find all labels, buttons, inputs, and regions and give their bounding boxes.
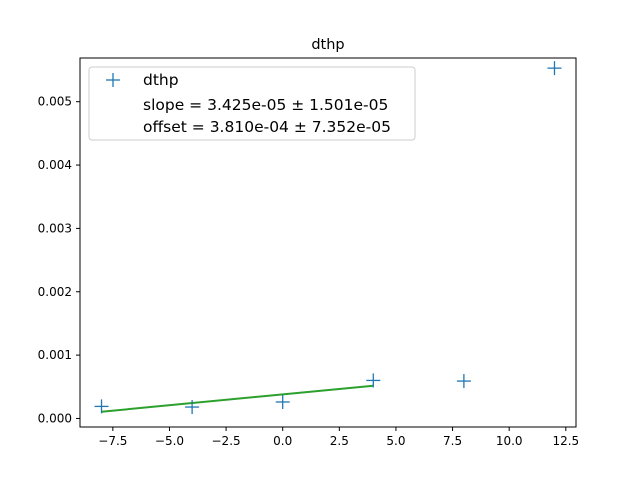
data-point xyxy=(456,374,471,389)
x-tick-label: 2.5 xyxy=(330,434,349,448)
plot-area: −7.5 −5.0 −2.5 0.0 2.5 5.0 7.5 10.0 12.5 0.000 0.0… xyxy=(38,57,579,448)
x-tick-label: 5.0 xyxy=(386,434,405,448)
y-tick-label: 0.002 xyxy=(38,285,72,299)
axes-frame xyxy=(79,57,577,428)
legend-box xyxy=(88,66,416,141)
y-tick-label: 0.004 xyxy=(38,158,72,172)
x-tick-label: −2.5 xyxy=(212,434,241,448)
data-point xyxy=(275,394,290,409)
x-tick-label: −7.5 xyxy=(98,434,127,448)
legend-marker-plus xyxy=(106,73,120,87)
legend-label-offset: offset = 3.810e-04 ± 7.352e-05 xyxy=(143,118,391,136)
x-tick-label: 0.0 xyxy=(273,434,292,448)
y-tick-label: 0.003 xyxy=(38,221,72,235)
data-point xyxy=(366,373,381,388)
y-tick-label: 0.005 xyxy=(38,95,72,109)
legend-marker-dthp xyxy=(106,73,120,87)
data-point xyxy=(185,400,200,415)
x-tick-label: 7.5 xyxy=(443,434,462,448)
x-tick-label: −5.0 xyxy=(155,434,184,448)
fit-line xyxy=(101,384,374,413)
data-point xyxy=(94,399,109,414)
legend: dthp slope = 3.425e-05 ± 1.501e-05 offse… xyxy=(88,66,416,141)
chart-title: dthp xyxy=(311,37,344,53)
y-tick-label: 0.001 xyxy=(38,348,72,362)
y-tick-label: 0.000 xyxy=(38,411,72,425)
legend-label-dthp: dthp xyxy=(143,71,179,89)
x-tick-label: 12.5 xyxy=(552,434,579,448)
data-point xyxy=(547,61,562,76)
legend-label-slope: slope = 3.425e-05 ± 1.501e-05 xyxy=(143,96,388,114)
x-tick-label: 10.0 xyxy=(496,434,523,448)
